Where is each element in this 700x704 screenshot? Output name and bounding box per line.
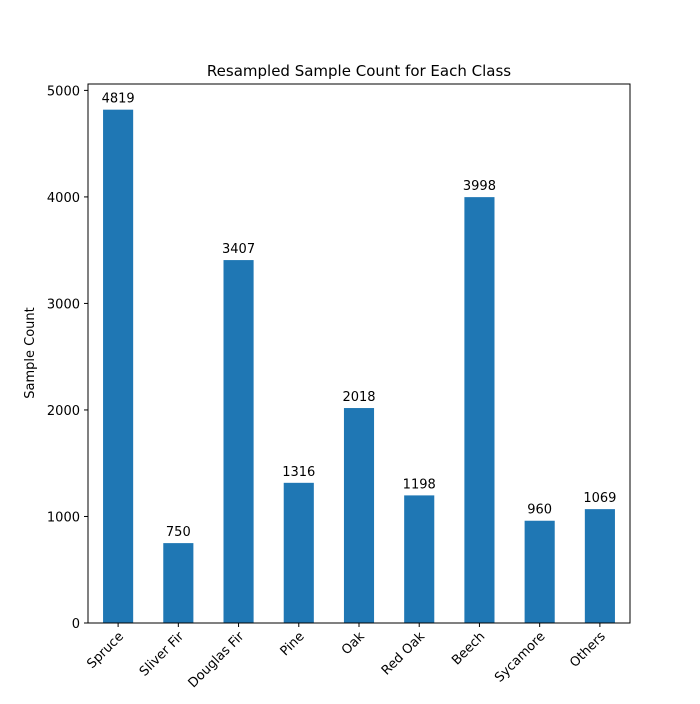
bar — [223, 260, 254, 623]
y-tick-label: 1000 — [47, 510, 80, 525]
bar — [584, 509, 615, 623]
bar-data-label: 2018 — [342, 390, 375, 405]
bar — [343, 408, 375, 623]
bar-data-label: 1069 — [583, 491, 616, 506]
bar-data-label: 3407 — [222, 242, 255, 257]
y-tick-label: 4000 — [47, 191, 80, 206]
bar — [283, 482, 314, 623]
bar-data-label: 1316 — [282, 465, 315, 480]
bar-data-label: 960 — [527, 503, 552, 518]
bar-data-label: 4819 — [102, 92, 135, 107]
bar — [103, 109, 134, 623]
chart-title: Resampled Sample Count for Each Class — [207, 62, 511, 80]
bar-data-label: 750 — [166, 525, 191, 540]
y-tick-label: 2000 — [47, 404, 80, 419]
y-tick-label: 0 — [72, 617, 80, 632]
bar — [404, 495, 435, 623]
bar — [524, 520, 555, 623]
bar-data-label: 3998 — [463, 179, 496, 194]
bar-data-label: 1198 — [403, 477, 436, 492]
bar — [163, 543, 194, 623]
y-tick-label: 3000 — [47, 297, 80, 312]
bar — [464, 197, 495, 623]
y-tick-label: 5000 — [47, 84, 80, 99]
y-axis-label: Sample Count — [23, 307, 38, 398]
axes-frame — [87, 83, 631, 624]
